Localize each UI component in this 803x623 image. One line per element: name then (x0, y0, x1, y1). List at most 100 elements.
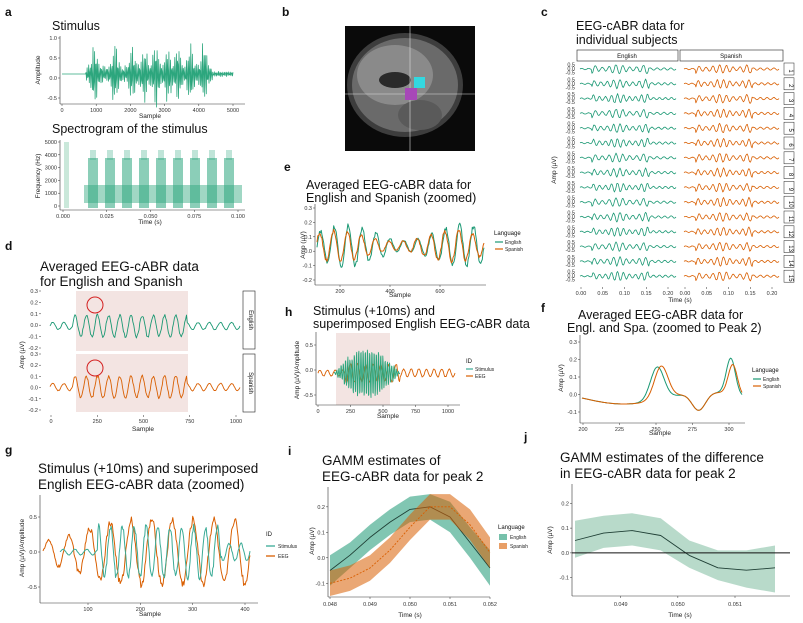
panel-c-x-en-tick-label: 0.20 (663, 291, 674, 297)
panel-c-subject-strip (783, 269, 795, 283)
panel-e-y-tick-label: 0.3 (304, 206, 312, 212)
spectrogram-burst-top (158, 150, 164, 160)
panel-h-xlabel: Sample (377, 413, 399, 420)
panel-e-spanish-trace (316, 228, 485, 264)
panel-c-row-tick: 0.5 (567, 92, 575, 98)
panel-c-row-tick: 0.5 (567, 211, 575, 217)
panel-c-subject-label: 8 (787, 173, 793, 177)
panel-i-y-tick-label: 0.0 (317, 556, 325, 562)
panel-f-legend-label: English (763, 377, 780, 383)
panel-i-ylabel: Amp (µV) (309, 527, 316, 555)
panel-c-row-tick: -0.5 (566, 174, 575, 180)
spectrogram-burst (173, 158, 183, 208)
panel-c-subject-label: 10 (787, 201, 793, 208)
panel-a-y-tick-label: 0.5 (49, 56, 57, 62)
panel-c-spanish-trace (683, 79, 780, 89)
panel-e-legend-title: Language (494, 231, 521, 237)
panel-a-y-tick-label: -0.5 (48, 96, 57, 102)
panel-e-legend-label: English (505, 240, 522, 246)
panel-a2-y-tick-label: 3000 (45, 166, 57, 172)
panel-g-y-tick-label: 0.5 (29, 515, 37, 521)
panel-label-a: a (5, 5, 12, 19)
panel-d-y-en-tick-label: 0.0 (30, 323, 38, 329)
panel-c-subject-strip (783, 166, 795, 179)
panel-c-english-trace (579, 211, 677, 223)
panel-d-title-1: Averaged EEG-cABR data (40, 259, 199, 274)
panel-c-x-sp-tick-label: 0.10 (723, 291, 734, 297)
panel-c-subject-strip (783, 181, 795, 194)
panel-g-y-tick-label: 0.0 (29, 550, 37, 556)
panel-c-english-trace (579, 271, 677, 281)
panel-f-y-tick-label: 0.1 (569, 375, 577, 381)
panel-h-y-tick-label: 0.0 (305, 368, 313, 374)
panel-c-row-tick: -0.5 (566, 263, 575, 269)
panel-c-spanish-trace (683, 226, 780, 237)
panel-c-row-tick: 0.0 (567, 274, 575, 280)
panel-i-legend-label: Spanish (510, 544, 528, 550)
spectrogram-burst-top (209, 150, 215, 160)
panel-c-x-sp-tick-label: 0.20 (767, 291, 778, 297)
panel-j-y-tick-label: 0.1 (561, 526, 569, 532)
panel-c-subject-label: 15 (787, 275, 793, 282)
panel-c-subject-strip (783, 225, 795, 239)
panel-label-e: e (284, 160, 291, 174)
panel-j-xlabel: Time (s) (668, 612, 692, 619)
panel-c-row-tick: 0.5 (567, 181, 575, 187)
panel-c-row-tick: -0.5 (566, 71, 575, 77)
panel-j-title-1: GAMM estimates of the difference (560, 450, 764, 465)
panel-c-english-trace (579, 183, 677, 193)
panel-c-spanish-trace (683, 256, 780, 267)
panel-h-legend-label: Stimulus (475, 367, 495, 373)
panel-e-ylabel: Amp (µV) (300, 231, 307, 259)
panel-d-strip-english (242, 290, 256, 350)
panel-d-strip-label: English (247, 310, 253, 330)
panel-c-subject-label: 2 (787, 84, 793, 88)
panel-c-english-trace (579, 197, 677, 207)
panel-c-spanish-trace (683, 108, 780, 119)
panel-i-line (329, 506, 491, 571)
panel-g-legend-label: EEG (278, 554, 289, 560)
panel-c-spanish-trace (683, 64, 780, 74)
panel-c-row-tick: 0.0 (567, 126, 575, 132)
panel-c-english-trace (579, 167, 677, 178)
panel-h-stimulus-trace (333, 349, 401, 398)
panel-f-x-tick-label: 200 (578, 427, 587, 433)
panel-f-title-1: Averaged EEG-cABR data for (578, 308, 743, 322)
spectrogram-burst-top (90, 150, 96, 160)
panel-f-x-tick-label: 300 (724, 427, 733, 433)
panel-c-spanish-trace (683, 138, 780, 149)
panel-c-spanish-trace (683, 153, 780, 163)
spectrogram-burst (156, 158, 166, 208)
panel-d-strip-label: Spanish (247, 372, 253, 394)
panel-j-x-tick-label: 0.051 (728, 602, 742, 608)
panel-c-x-en-tick-label: 0.15 (641, 291, 652, 297)
stimulus-waveform (62, 43, 234, 108)
panel-label-b: b (282, 5, 289, 19)
panel-a2-x-tick-label: 0.100 (231, 214, 245, 220)
spectrogram-burst-top (124, 150, 130, 160)
panel-j-line (574, 530, 776, 571)
panel-c-subject-label: 3 (787, 99, 793, 103)
panel-g-x-tick-label: 100 (83, 607, 92, 613)
panel-f-legend-title: Language (752, 368, 779, 374)
panel-d-y-sp-tick-label: -0.1 (29, 397, 38, 403)
panel-c-title-1: EEG-cABR data for (576, 19, 684, 33)
panel-d-y-sp-tick-label: 0.3 (30, 352, 38, 358)
panel-c-subject-label: 5 (787, 129, 793, 133)
panel-d-y-sp-tick-label: 0.0 (30, 386, 38, 392)
panel-c-row-tick: 0.5 (567, 166, 575, 172)
panel-d-x-tick-label: 500 (139, 419, 148, 425)
panel-c-english-trace (579, 152, 677, 163)
panel-c-row-tick: -0.5 (566, 130, 575, 136)
panel-a2-y-tick-label: 1000 (45, 191, 57, 197)
panel-e-y-tick-label: -0.1 (303, 264, 312, 270)
mri-cerebellum (398, 100, 442, 130)
panel-c-subject-strip (783, 77, 795, 91)
panel-c-row-tick: 0.5 (567, 196, 575, 202)
panel-c-spanish-trace (683, 196, 780, 208)
panel-c-x-en-tick-label: 0.05 (597, 291, 608, 297)
panel-d-spanish-trace (49, 374, 241, 400)
panel-a-x-tick-label: 3000 (158, 108, 170, 114)
panel-d-y-sp-tick-label: 0.1 (30, 374, 38, 380)
panel-c-spanish-trace (683, 271, 780, 282)
